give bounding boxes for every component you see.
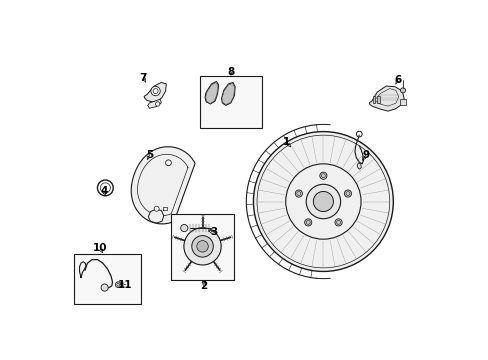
- Circle shape: [196, 240, 208, 252]
- Circle shape: [154, 206, 159, 211]
- Circle shape: [253, 132, 392, 271]
- Circle shape: [180, 225, 187, 231]
- Circle shape: [295, 190, 302, 197]
- Circle shape: [305, 184, 340, 219]
- Text: 5: 5: [145, 150, 153, 160]
- Polygon shape: [222, 84, 234, 105]
- Text: 9: 9: [362, 150, 368, 160]
- Text: 3: 3: [210, 227, 217, 237]
- Circle shape: [115, 282, 121, 288]
- Circle shape: [183, 228, 221, 265]
- Bar: [199, 76, 262, 128]
- Polygon shape: [204, 81, 218, 104]
- Circle shape: [151, 86, 160, 96]
- Polygon shape: [221, 82, 235, 105]
- Circle shape: [155, 102, 160, 106]
- Polygon shape: [144, 82, 166, 102]
- Circle shape: [319, 172, 326, 179]
- Circle shape: [165, 160, 171, 166]
- Text: 4: 4: [100, 186, 107, 196]
- Polygon shape: [399, 99, 405, 105]
- Circle shape: [101, 284, 108, 291]
- Polygon shape: [148, 210, 163, 223]
- Polygon shape: [368, 86, 403, 111]
- Circle shape: [191, 235, 213, 257]
- Circle shape: [334, 219, 342, 226]
- Circle shape: [304, 219, 311, 226]
- Text: 8: 8: [227, 67, 234, 77]
- Polygon shape: [356, 163, 361, 169]
- Bar: [171, 214, 233, 280]
- Circle shape: [400, 88, 405, 93]
- Text: 6: 6: [393, 75, 401, 85]
- Bar: [74, 253, 140, 304]
- Polygon shape: [372, 96, 375, 103]
- Polygon shape: [147, 99, 161, 108]
- Polygon shape: [376, 96, 379, 103]
- Polygon shape: [205, 82, 218, 104]
- Text: 2: 2: [199, 281, 206, 291]
- Text: 11: 11: [118, 280, 132, 290]
- Text: 10: 10: [93, 243, 107, 253]
- Text: 7: 7: [140, 73, 147, 83]
- Polygon shape: [131, 147, 195, 224]
- Circle shape: [344, 190, 351, 197]
- Circle shape: [313, 192, 333, 212]
- Text: 1: 1: [283, 138, 290, 147]
